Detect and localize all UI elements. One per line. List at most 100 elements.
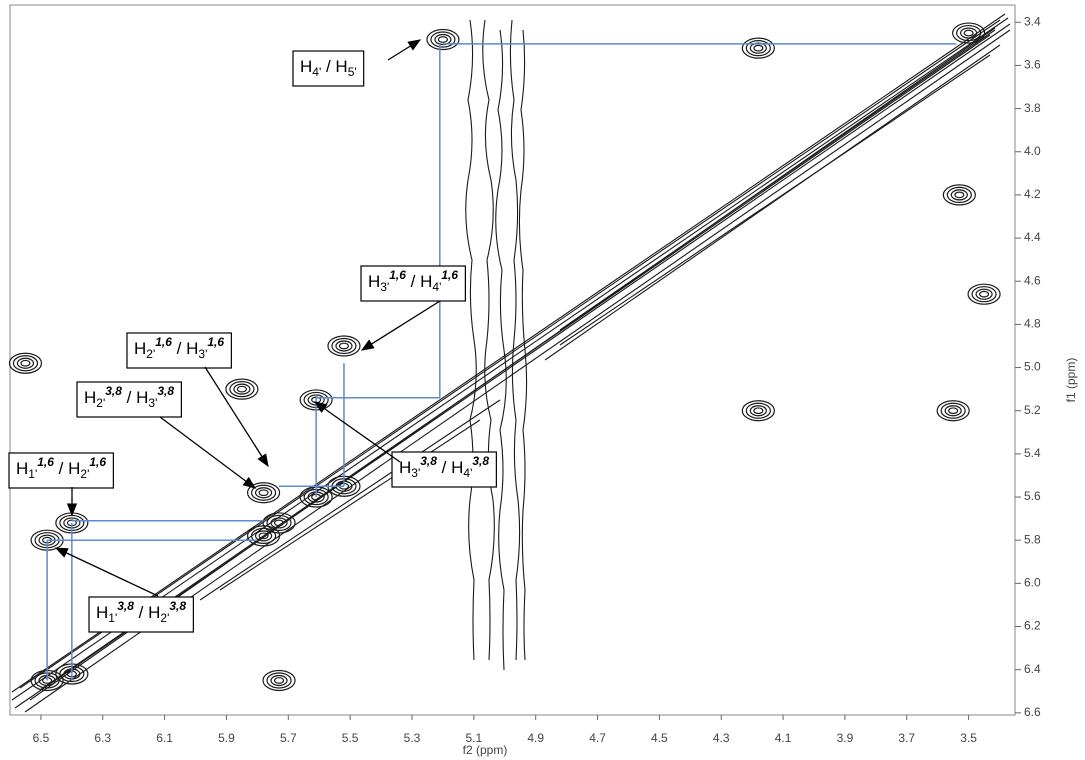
contour-ring [967,283,1001,305]
x-tick-label: 5.9 [218,731,235,745]
annotation: H3'3,8 / H4'3,8 [391,451,497,488]
annotation-box [126,332,232,369]
annotation-text: H3'3,8 / H4'3,8 [399,454,489,480]
annotation-text-part: / H [437,458,463,477]
contour-ring [16,357,35,369]
contour-ring [749,405,767,417]
contour-ring [250,527,277,544]
x-tick-label: 4.9 [527,731,544,745]
annotation: H2'3,8 / H3'3,8 [76,381,182,418]
contour-ring [950,189,968,201]
annotation-box [292,50,365,87]
annotation-text-part: H [16,459,28,478]
contour-ring [270,674,288,687]
contour-ring [936,400,970,422]
contour-ring [258,489,269,497]
contour-ring [266,514,292,532]
annotation-box [391,451,497,488]
contour-ring [946,186,972,204]
annotation-sup: 3,8 [169,599,186,613]
annotation-sub: 3' [411,466,420,480]
contour-ring [258,532,269,540]
contour-ring [266,672,292,689]
marks [8,22,1001,692]
annotation: H2'1,6 / H3'1,6 [126,332,232,369]
x-tick-label: 4.3 [713,731,730,745]
annotation-box [360,265,466,302]
contour-ring [273,677,285,684]
contour-ring [254,530,273,542]
annotation-text-part: / H [122,388,148,407]
annotation-text: H1'1,6 / H2'1,6 [16,455,106,481]
noise-stripes [465,19,528,671]
assignment-line [46,43,957,681]
peak [225,378,259,400]
y-tick-label: 3.8 [1024,101,1041,115]
annotation-text-part: / H [406,272,432,291]
contour-ring [254,487,273,499]
contour-ring [975,288,993,300]
y-tick-label: 5.4 [1024,446,1041,460]
annotation-sub: 3' [380,280,389,294]
annotation-sup: 3,8 [117,599,134,613]
annotation-sup: 3,8 [472,454,489,468]
contour-ring [745,40,771,57]
y-tick-label: 4.0 [1024,144,1041,158]
annotation-sup: 1,6 [89,455,106,469]
contour-ring [430,31,456,48]
contour-ring [956,24,982,42]
annotation-arrow [387,39,422,61]
annotation-sup: 1,6 [37,455,54,469]
y-tick-label: 5.6 [1024,489,1041,503]
contour-ring [236,385,248,393]
x-tick-label: 6.3 [94,731,111,745]
peak [741,37,775,59]
peak [936,400,970,422]
annotation-sub: 2' [96,396,105,410]
x-tick-label: 4.1 [775,731,792,745]
annotation-text-part: H [368,272,380,291]
y-tick-label: 3.4 [1024,14,1041,28]
x-tick-label: 5.7 [280,731,297,745]
annotation-sup: 1,6 [207,335,224,349]
annotation-sub: 4' [312,65,321,79]
annotation-text-part: / H [54,459,80,478]
contour-ring [952,22,986,44]
annotation-text-part: H [399,458,411,477]
contour-ring [944,405,962,417]
annotation: H4' / H5' [292,50,365,87]
peak [967,283,1001,305]
x-tick-label: 5.5 [342,731,359,745]
x-tick-label: 3.7 [898,731,915,745]
peak [246,482,281,504]
annotation-sub: 4' [432,280,441,294]
contour-ring [960,27,978,39]
contour-ring [948,407,959,415]
annotation-sup: 3,8 [157,384,174,398]
y-tick-label: 5.8 [1024,532,1041,546]
annotation-box [76,381,182,418]
annotation-text-part: H [300,57,312,76]
annotation-sup: 3,8 [420,454,437,468]
y-tick-label: 5.0 [1024,360,1041,374]
peak [741,400,775,422]
annotation-sup: 3,8 [105,384,122,398]
annotation-sub: 1' [108,611,117,625]
annotations: H4' / H5'H3'1,6 / H4'1,6H2'1,6 / H3'1,6H… [8,39,497,633]
annotation: H3'1,6 / H4'1,6 [360,265,466,302]
annotation-text-part: H [134,339,146,358]
contour-ring [338,342,350,350]
annotation-arrow [313,401,401,463]
peak [262,512,296,534]
annotation-text-part: / H [321,57,347,76]
x-tick-label: 4.7 [589,731,606,745]
annotation-text: H4' / H5' [300,57,357,79]
contour-ring [335,340,353,352]
annotation-arrow [360,300,441,351]
contour-ring [331,337,357,355]
annotation-text-part: H [96,603,108,622]
annotation-text: H1'3,8 / H2'3,8 [96,599,186,625]
annotation-sub: 3' [198,347,207,361]
x-tick-label: 6.1 [156,731,173,745]
